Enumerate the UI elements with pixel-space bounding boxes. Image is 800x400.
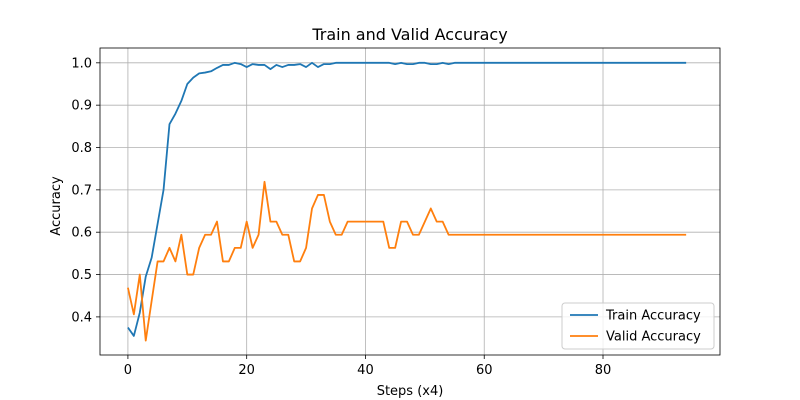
y-tick-label: 0.4 — [71, 310, 92, 325]
ticks: 0 20 40 60 80 0.4 0.5 0.6 0.7 0.8 0.9 1.0 — [71, 56, 611, 378]
chart-title: Train and Valid Accuracy — [311, 25, 507, 44]
y-tick-label: 0.5 — [71, 268, 92, 283]
legend-label: Train Accuracy — [605, 309, 701, 324]
x-tick-label: 20 — [238, 363, 255, 378]
y-axis-label: Accuracy — [49, 176, 64, 236]
x-tick-label: 40 — [357, 363, 374, 378]
y-tick-label: 1.0 — [71, 56, 92, 71]
y-tick-label: 0.6 — [71, 226, 92, 241]
x-tick-label: 60 — [476, 363, 493, 378]
y-tick-label: 0.9 — [71, 99, 92, 114]
x-tick-label: 80 — [595, 363, 612, 378]
y-tick-label: 0.8 — [71, 141, 92, 156]
legend: Train Accuracy Valid Accuracy — [561, 302, 715, 350]
plot-frame — [99, 47, 721, 356]
series-line-valid-accuracy — [127, 180, 687, 342]
x-tick-label: 0 — [124, 363, 132, 378]
series-lines — [127, 61, 687, 342]
series-line-train-accuracy — [127, 61, 687, 337]
legend-label: Valid Accuracy — [606, 330, 701, 345]
grid — [100, 48, 720, 355]
x-axis-label: Steps (x4) — [377, 384, 444, 399]
legend-box — [561, 302, 715, 350]
y-tick-label: 0.7 — [71, 183, 92, 198]
